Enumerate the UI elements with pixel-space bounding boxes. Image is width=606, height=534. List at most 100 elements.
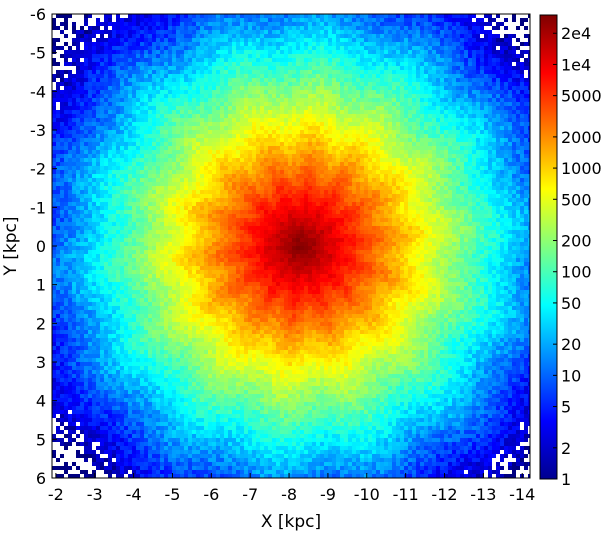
heatmap-cell xyxy=(448,22,452,26)
heatmap-cell xyxy=(236,66,240,70)
heatmap-cell xyxy=(292,114,296,118)
heatmap-cell xyxy=(124,66,128,70)
heatmap-cell xyxy=(248,94,252,98)
heatmap-cell xyxy=(380,66,384,70)
heatmap-cell xyxy=(524,26,528,30)
heatmap-cell xyxy=(104,118,108,122)
heatmap-cell xyxy=(132,162,136,166)
heatmap-cell xyxy=(300,162,304,166)
heatmap-cell xyxy=(84,22,88,26)
heatmap-cell xyxy=(104,106,108,110)
heatmap-cell xyxy=(268,122,272,126)
heatmap-cell xyxy=(76,22,80,26)
heatmap-cell xyxy=(60,62,64,66)
heatmap-cell xyxy=(180,42,184,46)
heatmap-cell xyxy=(424,50,428,54)
heatmap-cell xyxy=(160,166,164,170)
heatmap-cell xyxy=(472,166,476,170)
heatmap-cell xyxy=(452,82,456,86)
heatmap-cell xyxy=(100,90,104,94)
heatmap-cell xyxy=(84,98,88,102)
heatmap-cell xyxy=(184,90,188,94)
heatmap-cell xyxy=(160,82,164,86)
heatmap-cell xyxy=(372,86,376,90)
heatmap-cell xyxy=(420,38,424,42)
heatmap-cell xyxy=(452,94,456,98)
heatmap-cell xyxy=(244,142,248,146)
heatmap-cell xyxy=(176,78,180,82)
heatmap-cell xyxy=(364,86,368,90)
heatmap-cell xyxy=(76,178,80,182)
heatmap-cell xyxy=(432,126,436,130)
heatmap-cell xyxy=(208,78,212,82)
heatmap-cell xyxy=(80,66,84,70)
heatmap-cell xyxy=(440,50,444,54)
heatmap-cell xyxy=(284,42,288,46)
heatmap-cell xyxy=(108,98,112,102)
heatmap-cell xyxy=(344,150,348,154)
heatmap-cell xyxy=(344,98,348,102)
heatmap-cell xyxy=(428,26,432,30)
heatmap-cell xyxy=(52,22,56,26)
heatmap-cell xyxy=(356,26,360,30)
heatmap-cell xyxy=(484,102,488,106)
heatmap-cell xyxy=(340,162,344,166)
heatmap-cell xyxy=(428,102,432,106)
heatmap-cell xyxy=(392,90,396,94)
heatmap-cell xyxy=(384,166,388,170)
heatmap-cell xyxy=(140,178,144,182)
heatmap-cell xyxy=(524,130,528,134)
heatmap-cell xyxy=(348,66,352,70)
heatmap-cell xyxy=(80,122,84,126)
heatmap-cell xyxy=(96,34,100,38)
heatmap-cell xyxy=(412,66,416,70)
heatmap-cell xyxy=(448,62,452,66)
heatmap-cell xyxy=(464,174,468,178)
heatmap-cell xyxy=(96,62,100,66)
heatmap-cell xyxy=(340,86,344,90)
heatmap-cell xyxy=(464,42,468,46)
heatmap-cell xyxy=(488,118,492,122)
heatmap-cell xyxy=(496,42,500,46)
heatmap-cell xyxy=(92,90,96,94)
heatmap-cell xyxy=(336,38,340,42)
heatmap-cell xyxy=(344,122,348,126)
heatmap-cell xyxy=(64,54,68,58)
heatmap-cell xyxy=(72,162,76,166)
heatmap-cell xyxy=(436,14,440,18)
heatmap-cell xyxy=(476,58,480,62)
heatmap-cell xyxy=(164,90,168,94)
heatmap-cell xyxy=(508,98,512,102)
heatmap-cell xyxy=(276,134,280,138)
heatmap-cell xyxy=(196,138,200,142)
heatmap-cell xyxy=(448,122,452,126)
heatmap-cell xyxy=(516,70,520,74)
heatmap-cell xyxy=(312,46,316,50)
heatmap-cell xyxy=(228,138,232,142)
heatmap-cell xyxy=(212,66,216,70)
heatmap-cell xyxy=(452,86,456,90)
heatmap-cell xyxy=(208,122,212,126)
heatmap-cell xyxy=(136,42,140,46)
heatmap-cell xyxy=(180,22,184,26)
heatmap-cell xyxy=(312,134,316,138)
heatmap-cell xyxy=(300,150,304,154)
heatmap-cell xyxy=(512,174,516,178)
heatmap-cell xyxy=(336,146,340,150)
heatmap-cell xyxy=(300,146,304,150)
heatmap-cell xyxy=(140,82,144,86)
heatmap-cell xyxy=(104,178,108,182)
heatmap-cell xyxy=(268,46,272,50)
heatmap-cell xyxy=(68,106,72,110)
heatmap-cell xyxy=(124,78,128,82)
heatmap-cell xyxy=(428,22,432,26)
heatmap-cell xyxy=(500,138,504,142)
heatmap-cell xyxy=(396,154,400,158)
heatmap-cell xyxy=(208,150,212,154)
heatmap-cell xyxy=(260,34,264,38)
heatmap-cell xyxy=(376,42,380,46)
heatmap-cell xyxy=(364,18,368,22)
heatmap-cell xyxy=(152,22,156,26)
heatmap-cell xyxy=(284,114,288,118)
heatmap-cell xyxy=(216,94,220,98)
